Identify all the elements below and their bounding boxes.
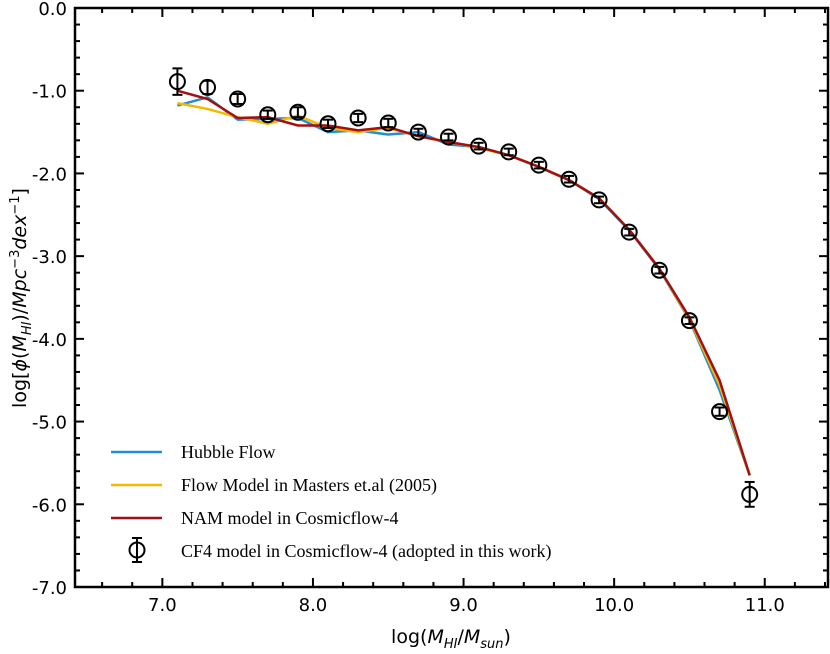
y-tick-label: -3.0: [32, 247, 67, 268]
legend-label: NAM model in Cosmicflow-4: [181, 508, 399, 528]
x-tick-label: 9.0: [449, 595, 478, 616]
data-point: [349, 109, 367, 127]
data-point: [741, 485, 759, 503]
plot-frame: [73, 6, 830, 589]
data-point: [560, 170, 578, 188]
y-tick-label: -5.0: [32, 413, 67, 434]
x-tick-label: 8.0: [299, 595, 328, 616]
data-point: [379, 114, 397, 132]
legend-marker: [128, 541, 146, 559]
x-tick-label: 10.0: [594, 595, 634, 616]
data-point: [199, 78, 217, 96]
data-point: [168, 73, 186, 91]
data-point: [500, 143, 518, 161]
data-point: [620, 223, 638, 241]
data-point: [439, 128, 457, 146]
data-point: [711, 403, 729, 421]
x-axis-label: log(MHI/Msun): [391, 626, 511, 652]
data-point: [319, 115, 337, 133]
x-tick-label: 11.0: [745, 595, 785, 616]
data-point: [530, 156, 548, 174]
data-point: [650, 261, 668, 279]
legend-label: Hubble Flow: [181, 442, 276, 462]
data-point: [409, 123, 427, 141]
data-point: [259, 106, 277, 124]
y-tick-label: -2.0: [32, 164, 67, 185]
data-point: [289, 103, 307, 121]
y-tick-label: -6.0: [32, 495, 67, 516]
data-point: [680, 312, 698, 330]
y-axis-label: log[ϕ(MHI)/Mpc−3dex−1]: [8, 188, 35, 408]
y-tick-label: -1.0: [32, 82, 67, 103]
y-tick-label: -4.0: [32, 330, 67, 351]
data-point: [229, 90, 247, 108]
y-tick-label: -7.0: [32, 578, 67, 599]
legend-label: CF4 model in Cosmicflow-4 (adopted in th…: [181, 541, 551, 562]
series-line-flow-model-in-masters-et-al-2005-: [177, 101, 751, 476]
series-line-nam-model-in-cosmicflow-4: [177, 89, 751, 476]
data-point: [470, 137, 488, 155]
legend-label: Flow Model in Masters et.al (2005): [181, 475, 437, 496]
series-line-hubble-flow: [177, 95, 751, 476]
data-point: [590, 191, 608, 209]
y-tick-label: 0.0: [38, 0, 67, 20]
x-tick-label: 7.0: [148, 595, 177, 616]
